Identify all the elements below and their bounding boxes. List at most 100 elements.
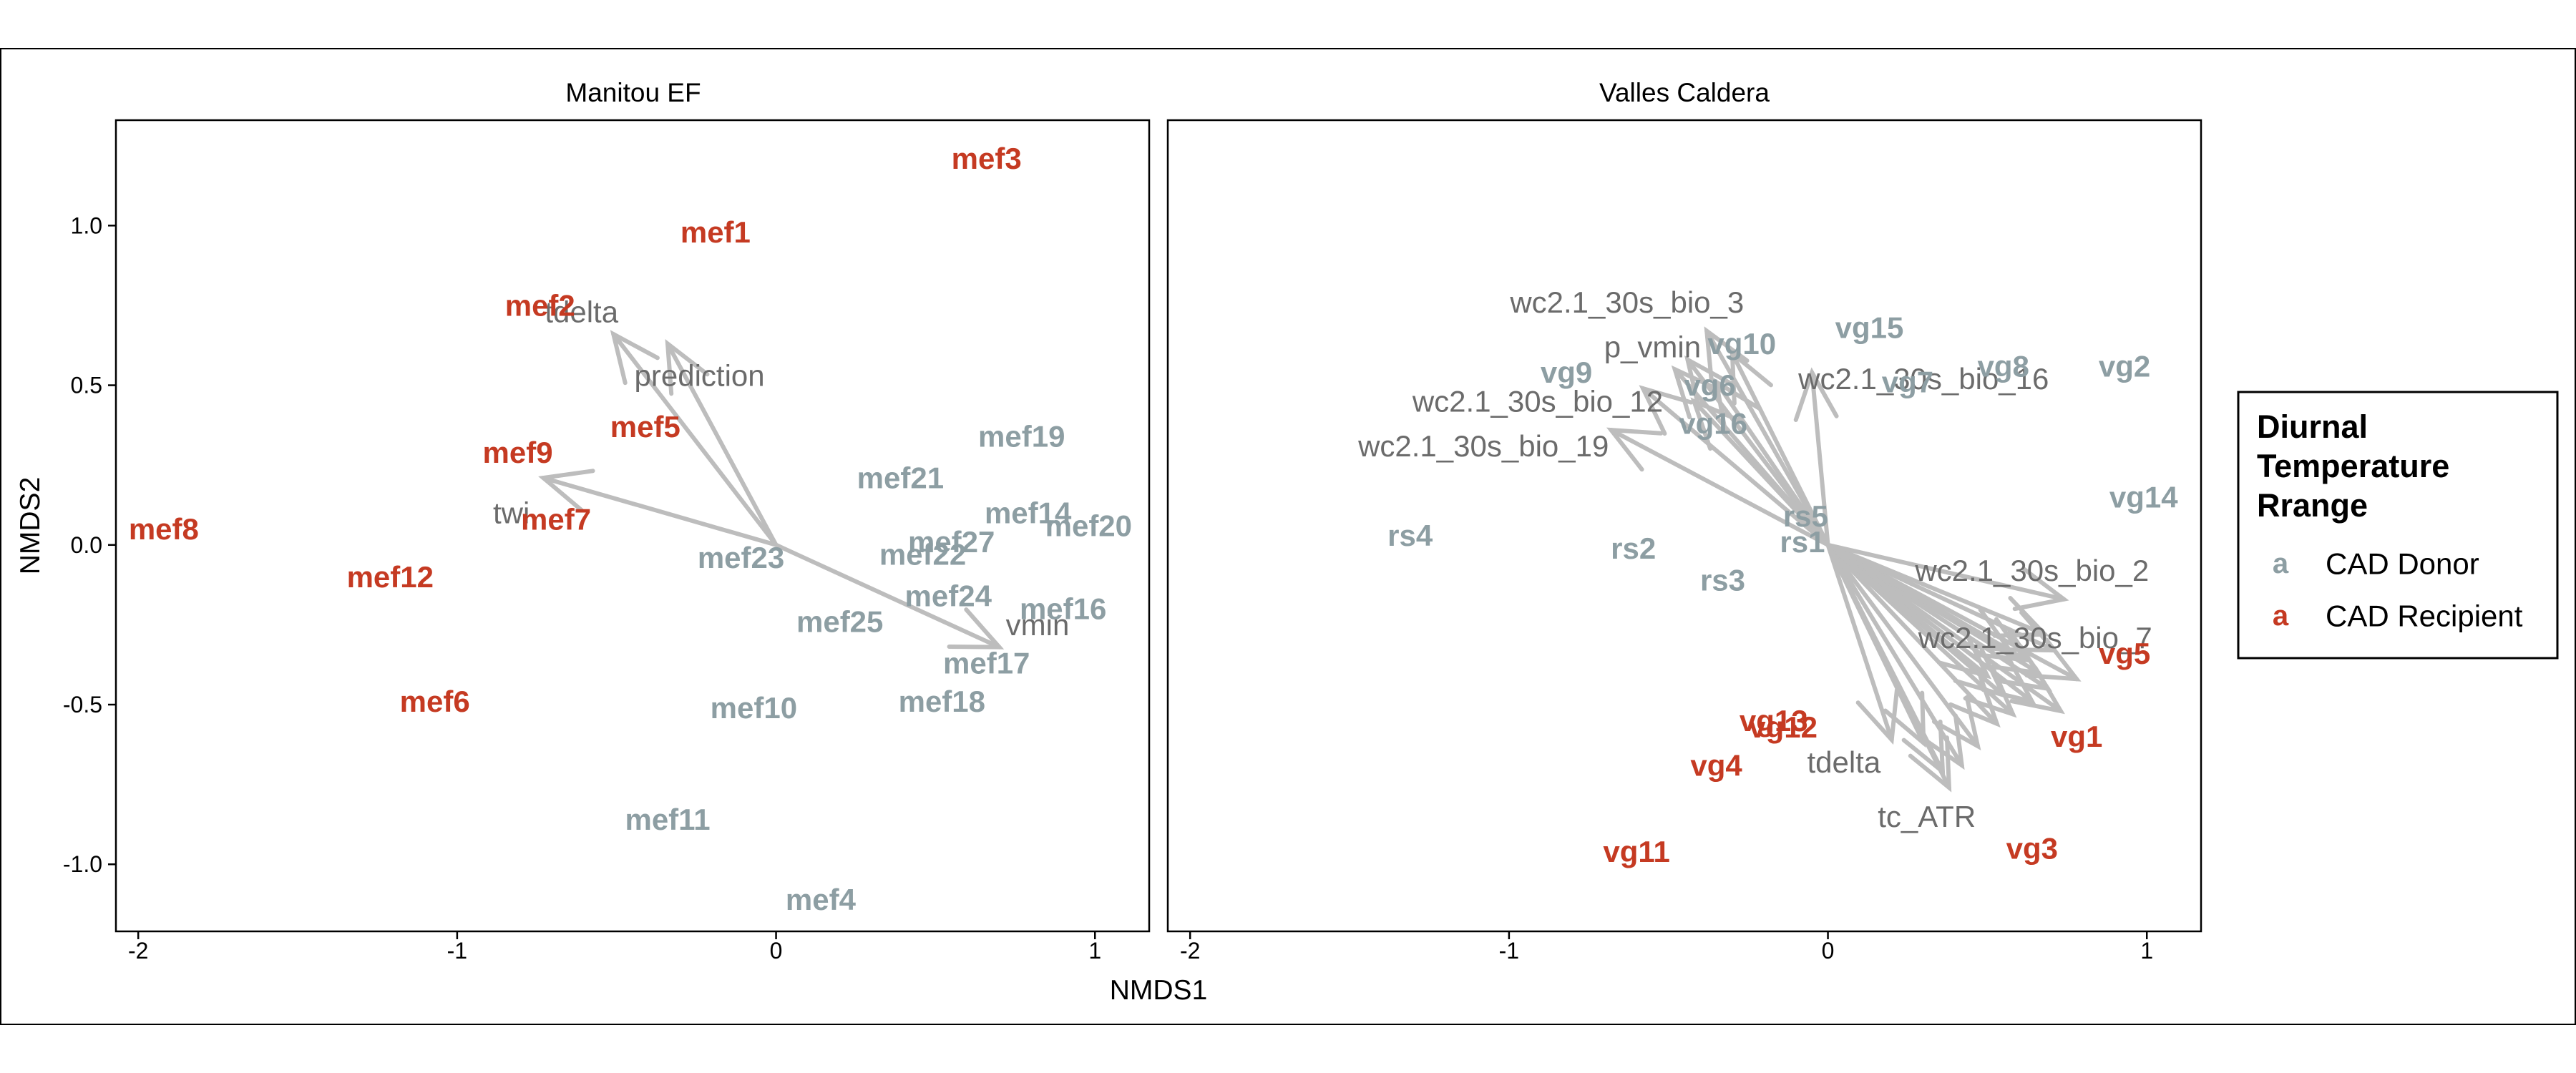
- x-tick-label: 0: [770, 938, 783, 964]
- panel-valles-caldera: Valles Caldera wc2.1_30s_bio_3p_vminwc2.…: [1166, 78, 2202, 933]
- site-point-label: vg6: [1684, 368, 1735, 402]
- site-point-label: vg12: [1749, 710, 1818, 744]
- site-point-label: mef27: [908, 525, 995, 559]
- vector-arrow: [1704, 326, 1830, 547]
- x-tick-label: 1: [2140, 938, 2153, 964]
- y-tick-label: -1.0: [63, 851, 102, 877]
- site-point-label: mef22: [879, 538, 966, 572]
- site-point-label: mef1: [680, 215, 751, 249]
- x-tick-label: 1: [1088, 938, 1101, 964]
- site-point-label: mef25: [796, 604, 883, 638]
- vector-label: wc2.1_30s_bio_19: [1357, 429, 1609, 463]
- site-point-label: mef7: [521, 503, 591, 536]
- site-point-label: mef2: [505, 288, 575, 322]
- site-point-label: rs2: [1611, 531, 1656, 565]
- vector-label: twi: [493, 496, 530, 530]
- vector-layer: tdelta prediction twi vmin: [493, 295, 1070, 650]
- site-point-label: vg16: [1679, 407, 1747, 441]
- vector-arrow: [1639, 385, 1830, 547]
- vector-arrow: [1606, 427, 1830, 547]
- site-point-label: vg10: [1707, 327, 1776, 361]
- site-point-label: vg8: [1977, 349, 2029, 383]
- site-point-label: vg9: [1541, 356, 1592, 389]
- legend-title-line: Temperature: [2257, 448, 2449, 484]
- site-point-label: mef11: [625, 803, 710, 836]
- y-tick-label: 0.5: [71, 373, 102, 398]
- vector-arrow-unlabeled: [1825, 542, 2001, 728]
- y-tick-label: 0.0: [71, 532, 102, 558]
- site-point-label: vg15: [1835, 311, 1904, 345]
- point-layer: vg15 vg10 vg9 vg6 vg7 vg8 vg2 vg16 vg14 rs5 rs4 rs1…: [1387, 311, 2178, 868]
- x-tick-label: 0: [1822, 938, 1835, 964]
- site-point-label: mef19: [978, 419, 1065, 453]
- vector-arrow: [774, 542, 1005, 650]
- vector-label: tc_ATR: [1878, 800, 1976, 833]
- site-point-label: mef21: [857, 461, 944, 495]
- site-point-label: mef16: [1020, 592, 1106, 626]
- vector-layer: wc2.1_30s_bio_3 p_vmin wc2.1_30s_bio_16 wc2…: [1357, 285, 2152, 833]
- vector-arrow-unlabeled: [1825, 542, 1981, 750]
- plot-area-valles-caldera: [1166, 119, 2202, 933]
- site-point-label: mef5: [610, 410, 680, 444]
- legend-entries: a CAD Donor a CAD Recipient: [2273, 547, 2523, 633]
- plot-area-manitou-ef: [114, 119, 1151, 933]
- site-point-label: rs4: [1387, 519, 1433, 552]
- site-point-label: vg11: [1603, 835, 1669, 868]
- site-point-label: mef23: [698, 541, 784, 574]
- legend-key: a: [2273, 600, 2289, 632]
- site-point-label: vg1: [2051, 720, 2102, 753]
- site-point-label: rs3: [1700, 563, 1745, 597]
- vector-arrow: [1825, 542, 1899, 745]
- site-point-label: mef17: [943, 646, 1030, 680]
- site-point-label: mef6: [400, 685, 470, 718]
- legend-title-line: Rrange: [2257, 487, 2368, 524]
- legend-entry-label: CAD Recipient: [2326, 599, 2523, 633]
- y-axis: 1.0 0.5 0.0 -0.5 -1.0: [63, 212, 116, 877]
- vector-arrow: [1793, 367, 1839, 547]
- vector-label: vmin: [1006, 608, 1070, 642]
- legend: Diurnal Temperature Rrange a CAD Donor a CAD …: [2237, 391, 2559, 660]
- x-axis: -2 -1 0 1 -2 -1 0 1: [128, 931, 2153, 964]
- site-point-label: mef24: [905, 579, 992, 613]
- site-point-label: vg14: [2109, 480, 2178, 514]
- vector-arrow-unlabeled: [1825, 542, 2065, 715]
- x-tick-label: -2: [128, 938, 148, 964]
- x-tick-label: -2: [1180, 938, 1200, 964]
- site-point-label: mef4: [786, 883, 857, 916]
- vector-arrow: [538, 469, 779, 547]
- site-point-label: mef18: [899, 685, 985, 718]
- legend-title-line: Diurnal: [2257, 408, 2368, 445]
- site-point-label: mef8: [129, 512, 199, 546]
- vector-label: tdelta: [1807, 745, 1880, 779]
- point-layer: mef3 mef1 mef2 mef9 mef5 mef7 mef8 mef12 mef6 mef…: [129, 142, 1132, 916]
- vector-label: wc2.1_30s_bio_16: [1797, 362, 2049, 396]
- site-point-label: mef20: [1045, 509, 1132, 543]
- vector-label: p_vmin: [1604, 330, 1701, 363]
- panel-title-manitou-ef: Manitou EF: [565, 78, 701, 107]
- vector-arrow: [1825, 542, 1952, 793]
- x-axis-title: NMDS1: [1110, 975, 1208, 1006]
- site-point-label: mef10: [711, 691, 797, 725]
- vector-label: prediction: [635, 359, 765, 393]
- vector-arrow: [1825, 542, 2059, 653]
- site-point-label: mef9: [483, 436, 553, 469]
- site-point-label: vg5: [2099, 637, 2150, 670]
- legend-title: Diurnal Temperature Rrange: [2257, 408, 2449, 524]
- site-point-label: rs1: [1780, 525, 1825, 559]
- y-tick-label: -0.5: [63, 692, 102, 717]
- site-point-label: vg3: [2006, 831, 2058, 865]
- legend-box: [2237, 391, 2559, 660]
- y-tick-label: 1.0: [71, 212, 102, 238]
- site-point-label: rs5: [1783, 499, 1828, 533]
- site-point-label: vg7: [1882, 366, 1933, 399]
- legend-entry-label: CAD Donor: [2326, 547, 2479, 581]
- vector-arrow: [610, 330, 779, 547]
- vector-label: wc2.1_30s_bio_7: [1918, 621, 2152, 655]
- vector-label: wc2.1_30s_bio_12: [1412, 384, 1663, 418]
- y-axis-title: NMDS2: [15, 477, 46, 575]
- vector-arrow: [1825, 542, 2069, 612]
- vector-label: tdelta: [545, 295, 618, 328]
- panel-title-valles-caldera: Valles Caldera: [1599, 78, 1770, 107]
